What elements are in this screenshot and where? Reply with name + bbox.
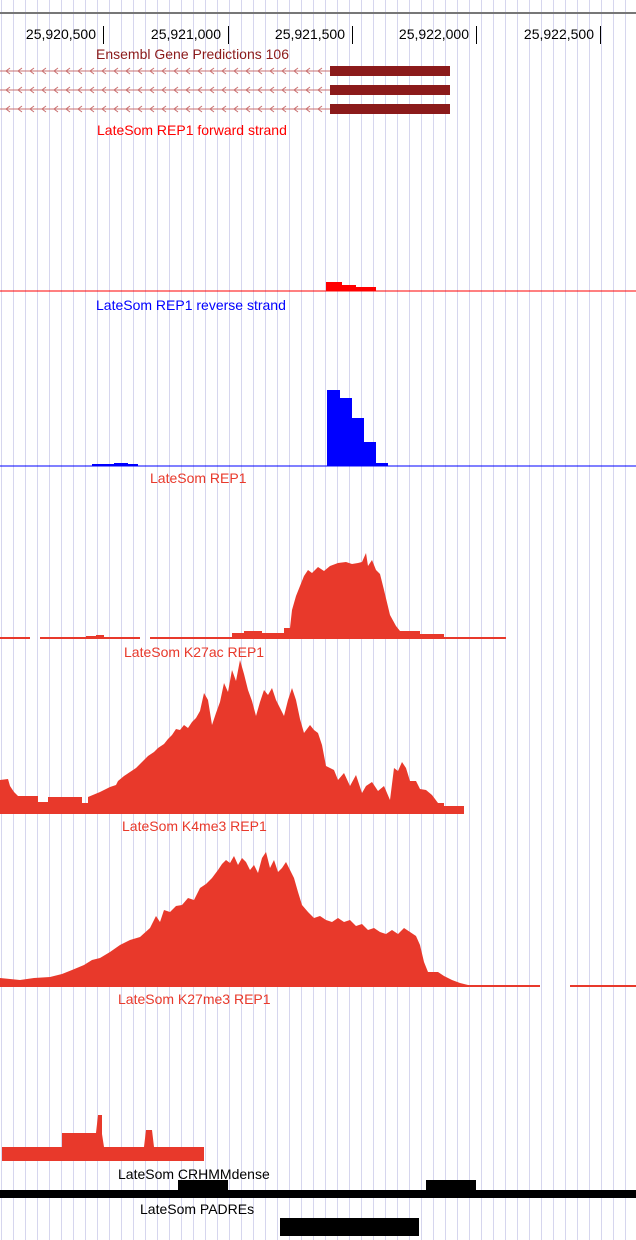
- track-label-rep1[interactable]: LateSom REP1: [150, 470, 247, 486]
- track-label-padres[interactable]: LateSom PADREs: [140, 1201, 255, 1217]
- ruler-tick: [600, 26, 601, 44]
- track-label-forward-strand[interactable]: LateSom REP1 forward strand: [97, 122, 287, 138]
- ruler-tick-label: 25,921,500: [274, 26, 345, 42]
- ruler-tick: [476, 26, 477, 44]
- track-label-k27ac[interactable]: LateSom K27ac REP1: [124, 644, 265, 660]
- gene-exon[interactable]: [330, 85, 450, 95]
- k27ac-signal[interactable]: [0, 660, 464, 814]
- crhmm-state-block[interactable]: [178, 1180, 228, 1190]
- gene-exon[interactable]: [330, 104, 450, 114]
- ruler-tick: [228, 26, 229, 44]
- ruler-baseline: [0, 12, 636, 14]
- ruler-tick: [103, 26, 104, 44]
- reverse-strand-signal-small[interactable]: [92, 463, 138, 466]
- rep1-signal[interactable]: [232, 553, 476, 639]
- reverse-strand-signal[interactable]: [327, 390, 388, 466]
- ruler-tick-label: 25,922,500: [523, 26, 594, 42]
- gene-transcript[interactable]: [0, 67, 330, 75]
- track-label-reverse-strand[interactable]: LateSom REP1 reverse strand: [96, 297, 286, 313]
- track-label-k27me3[interactable]: LateSom K27me3 REP1: [118, 991, 271, 1007]
- track-label-gene-predictions[interactable]: Ensembl Gene Predictions 106: [96, 46, 289, 62]
- forward-strand-signal[interactable]: [326, 282, 376, 291]
- track-label-crhmm-dense[interactable]: LateSom CRHMMdense: [118, 1166, 270, 1182]
- gene-exon[interactable]: [330, 66, 450, 76]
- k4me3-signal[interactable]: [0, 852, 540, 987]
- k27me3-signal[interactable]: [2, 1115, 204, 1161]
- ruler-tick-label: 25,922,000: [398, 26, 469, 42]
- gene-transcript[interactable]: [0, 86, 330, 94]
- padre-element[interactable]: [280, 1218, 419, 1236]
- crhmm-state-block[interactable]: [426, 1180, 476, 1190]
- ruler-tick-label: 25,920,500: [25, 26, 96, 42]
- track-label-k4me3[interactable]: LateSom K4me3 REP1: [122, 818, 267, 834]
- gene-transcript[interactable]: [0, 105, 330, 113]
- rep1-signal-small[interactable]: [86, 635, 118, 639]
- crhmm-segment-bar[interactable]: [0, 1190, 636, 1198]
- ruler-tick-label: 25,921,000: [150, 26, 221, 42]
- ruler-tick: [352, 26, 353, 44]
